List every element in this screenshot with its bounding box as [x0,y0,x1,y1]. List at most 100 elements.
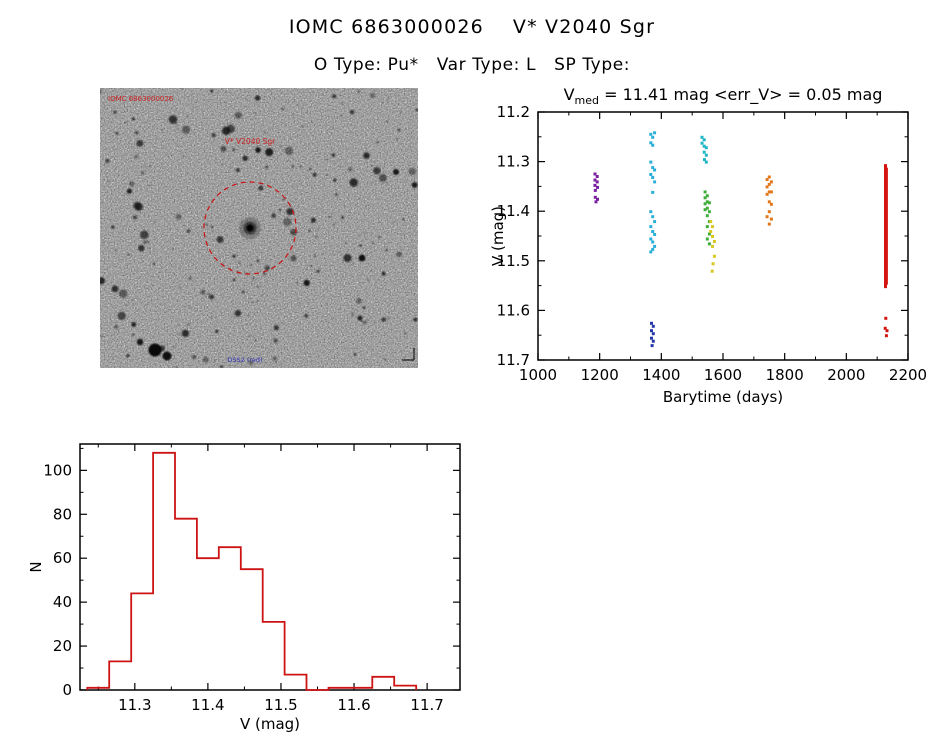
lightcurve-point [650,329,653,333]
lightcurve-point [649,250,653,254]
star [258,185,264,191]
lightcurve-point [704,160,708,164]
lightcurve-point [653,244,657,248]
star [138,245,145,252]
star [236,314,238,316]
lightcurve-point [595,180,599,184]
star [200,289,206,295]
page-subtitle: O Type: Pu* Var Type: L SP Type: [313,55,631,75]
lightcurve-point [653,131,657,135]
star [187,323,190,326]
star [188,305,191,308]
star [378,174,387,182]
x-tick-label: 1600 [704,366,742,384]
star [385,248,388,251]
lightcurve-point [709,230,713,233]
lightcurve-point [711,225,714,229]
lightcurve-point [705,194,709,198]
star [366,319,369,321]
star [309,167,312,171]
lightcurve-point [705,206,709,210]
lightcurve-point [594,200,598,204]
y-tick-label: 60 [53,549,72,567]
star [265,148,274,157]
lightcurve-point [649,141,653,145]
lightcurve-point [765,192,769,196]
star [352,307,354,310]
star [181,125,191,134]
lightcurve-point [653,233,657,236]
star [135,202,144,211]
star [275,361,278,363]
star [370,270,373,273]
star [111,225,115,229]
star [236,168,240,172]
star [125,304,128,307]
star [152,262,156,266]
lightcurve-point [593,188,597,192]
star [232,254,236,258]
plot-frame [537,111,909,361]
x-tick-label: 1000 [519,366,557,384]
star [273,338,278,343]
star [256,259,260,263]
star [114,248,117,251]
star [358,234,360,236]
star [136,338,144,346]
star [340,114,343,117]
lightcurve-point [705,237,709,241]
lightcurve-point [767,190,771,194]
star [114,320,117,322]
histogram-plot-area: 11.3 11.4 11.5 11.6 11.7 0 20 40 60 80 100 [43,443,461,714]
lightcurve-point [705,200,709,204]
lightcurve-point [703,202,707,206]
star [148,343,162,357]
star [175,122,177,125]
star [131,322,137,327]
star [291,165,294,168]
star [256,285,259,288]
star [234,309,242,317]
star [249,263,253,267]
lightcurve-point [702,138,706,142]
star [381,317,387,323]
star [117,311,126,320]
lightcurve-point [710,269,714,273]
star [207,293,210,296]
star [326,158,328,161]
star [386,182,388,184]
star [232,278,236,282]
plot-frame [79,443,461,691]
fov-corner-mark [402,348,415,361]
star [216,236,224,244]
star [132,215,138,220]
histogram-ylabel: N [28,561,45,572]
star [316,269,320,274]
y-tick-label: 11.5 [497,252,530,270]
star [351,312,354,314]
star [251,301,254,303]
star [326,174,329,177]
lightcurve-point [769,217,773,221]
star [265,165,269,169]
finding-chart-star-label: V* V2040 Sgr [225,137,276,146]
star [273,325,279,331]
target-circle [203,181,297,275]
star [189,275,192,278]
star [178,333,181,336]
star [112,334,114,336]
lightcurve-point [767,182,771,186]
star [313,254,317,257]
star [333,178,337,182]
y-tick-label: 40 [53,593,72,611]
star [111,285,119,293]
star [211,317,213,319]
star [175,213,182,220]
star [242,155,248,162]
star [368,280,370,282]
star [226,124,235,133]
star [113,110,117,114]
lightcurve-ylabel: V (mag) [490,206,507,266]
star [183,155,185,157]
